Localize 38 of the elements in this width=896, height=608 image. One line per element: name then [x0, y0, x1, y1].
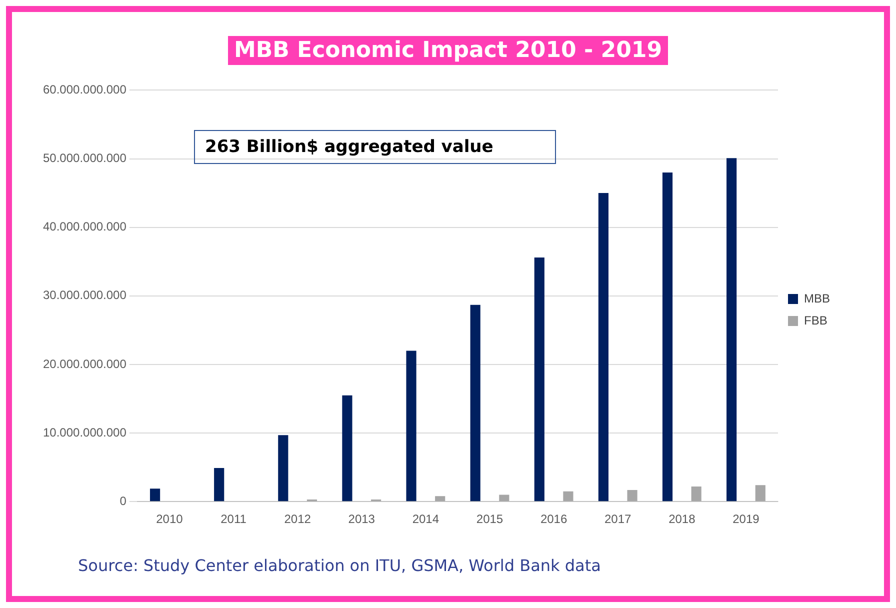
y-tick-label: 50.000.000.000 — [42, 151, 127, 166]
bar — [691, 486, 702, 502]
source-note: Source: Study Center elaboration on ITU, GSMA, World Bank data — [78, 556, 601, 575]
legend-label: MBB — [804, 291, 830, 306]
bar — [662, 172, 673, 502]
y-tick-label: 10.000.000.000 — [42, 425, 127, 440]
bar — [563, 491, 574, 502]
x-tick-label: 2010 — [156, 512, 184, 526]
x-tick-label: 2019 — [732, 512, 760, 526]
legend-label: FBB — [804, 313, 828, 328]
x-tick-label: 2015 — [476, 512, 504, 526]
y-tick-label: 40.000.000.000 — [42, 220, 127, 234]
annotation: 263 Billion$ aggregated value — [205, 137, 494, 157]
y-tick-label: 60.000.000.000 — [42, 82, 127, 97]
y-tick-label: 20.000.000.000 — [42, 356, 127, 371]
x-tick-label: 2012 — [284, 512, 312, 526]
x-tick-label: 2011 — [220, 512, 247, 526]
x-tick-label: 2014 — [412, 512, 440, 526]
x-tick-label: 2016 — [540, 512, 568, 526]
bar — [726, 158, 737, 502]
bar — [499, 494, 510, 502]
bar — [598, 193, 608, 502]
bar — [470, 304, 480, 502]
x-tick-label: 2013 — [348, 512, 376, 526]
bar — [435, 496, 446, 502]
bar — [534, 258, 544, 502]
bar — [406, 350, 416, 502]
bar — [755, 485, 766, 502]
x-tick-label: 2017 — [604, 512, 632, 526]
y-tick-label: 0 — [120, 494, 127, 508]
bar — [278, 435, 288, 502]
bar — [150, 488, 160, 502]
bar — [342, 395, 352, 502]
bar — [214, 468, 224, 502]
bar — [627, 490, 638, 502]
chart-title: MBB Economic Impact 2010 - 2019 — [228, 36, 668, 65]
x-tick-label: 2018 — [668, 512, 696, 526]
y-tick-label: 30.000.000.000 — [42, 288, 127, 302]
